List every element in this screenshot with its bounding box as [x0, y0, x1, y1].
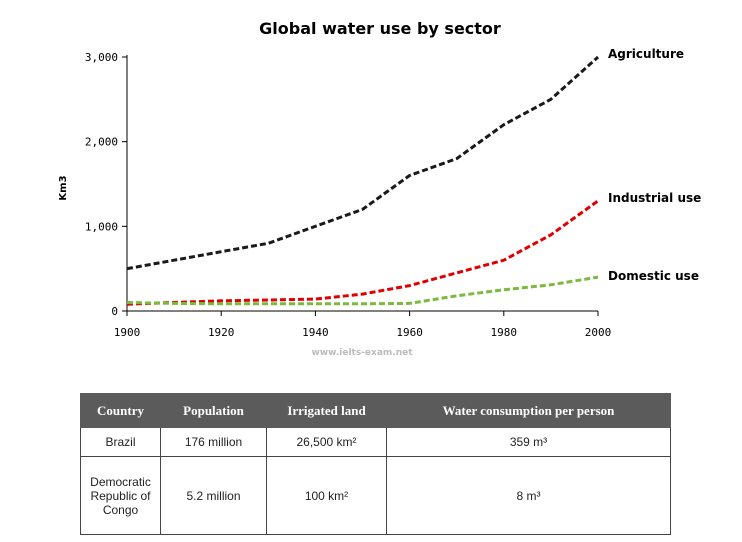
- series-line-domestic-use: [126, 275, 599, 306]
- table-row: Democratic Republic of Congo 5.2 million…: [80, 456, 671, 535]
- header-irrigated-land: Irrigated land: [266, 393, 387, 428]
- table-row: Brazil 176 million 26,500 km² 359 m³: [80, 427, 671, 457]
- series-label-agriculture: Agriculture: [608, 47, 684, 61]
- header-water-consumption: Water consumption per person: [386, 393, 671, 428]
- watermark: www.ielts-exam.net: [311, 348, 413, 358]
- series-line-agriculture: [126, 55, 600, 271]
- country-table: Country Population Irrigated land Water …: [80, 393, 671, 535]
- x-tick-label: 1900: [114, 326, 141, 339]
- table-cell: 5.2 million: [160, 456, 267, 535]
- y-tick-label: 0: [111, 305, 118, 318]
- x-tick-label: 1920: [208, 326, 235, 339]
- y-ticks: 0 1,000 2,000 3,000: [85, 51, 127, 318]
- table-cell: 100 km²: [266, 456, 387, 535]
- table-cell: 26,500 km²: [266, 427, 387, 457]
- line-chart: Global water use by sector Km3 0 1,000 2,0…: [58, 19, 701, 358]
- y-tick-label: 3,000: [85, 51, 118, 64]
- table-cell: 8 m³: [386, 456, 671, 535]
- y-tick-label: 1,000: [85, 220, 118, 233]
- table-cell: Democratic Republic of Congo: [80, 456, 161, 535]
- table-cell: Brazil: [80, 427, 161, 457]
- x-tick-label: 1960: [396, 326, 423, 339]
- chart-title: Global water use by sector: [259, 19, 501, 38]
- x-tick-label: 1980: [491, 326, 518, 339]
- table-cell: 359 m³: [386, 427, 671, 457]
- header-population: Population: [160, 393, 267, 428]
- header-country: Country: [80, 393, 161, 428]
- y-tick-label: 2,000: [85, 136, 118, 149]
- series-label-industrial: Industrial use: [608, 191, 701, 205]
- series-line-industrial-use: [126, 199, 599, 306]
- series-label-domestic: Domestic use: [608, 269, 699, 283]
- x-ticks: 1900 1920 1940 1960 1980 2000: [114, 311, 612, 339]
- x-tick-label: 1940: [302, 326, 329, 339]
- x-tick-label: 2000: [585, 326, 612, 339]
- series-group: [126, 55, 600, 306]
- y-axis-label: Km3: [58, 175, 69, 200]
- table-cell: 176 million: [160, 427, 267, 457]
- table-header-row: Country Population Irrigated land Water …: [80, 393, 671, 428]
